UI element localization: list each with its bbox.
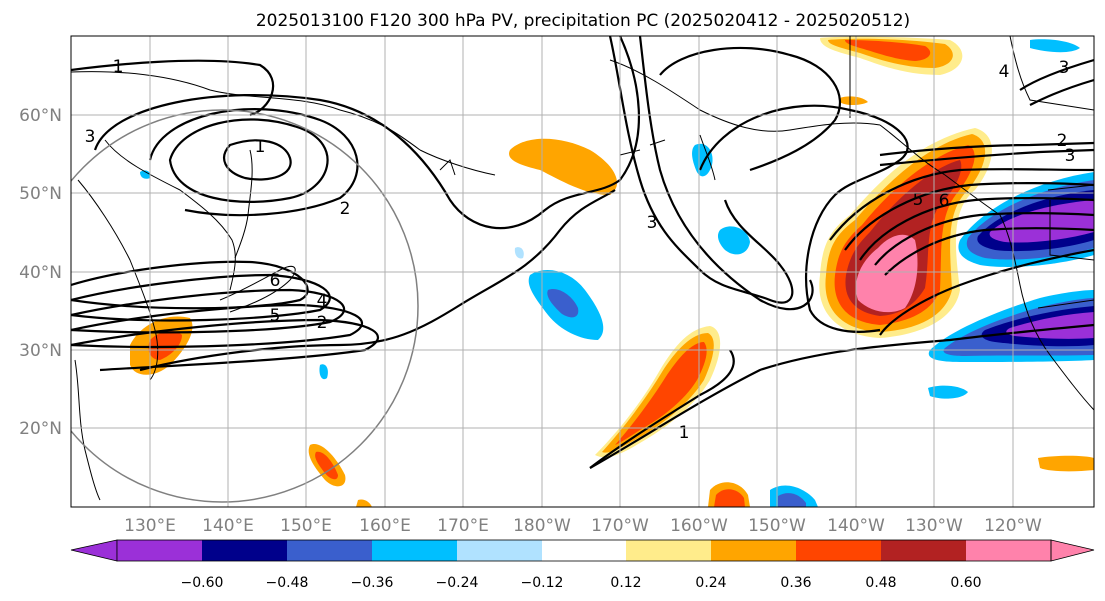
pv-contour-1-west [223, 139, 292, 181]
lon-label: 130°W [905, 516, 963, 536]
pv-contour-2-east [879, 141, 1094, 157]
lon-label: 160°E [359, 516, 411, 536]
colorbar-tick-label: 0.12 [610, 575, 641, 591]
colorbar-cell [966, 540, 1051, 561]
lon-label: 150°W [748, 516, 806, 536]
pv-contour-1-south [589, 323, 1094, 469]
longitude-labels: 130°E 140°E 150°E 160°E 170°E 180°W 170°… [124, 516, 1042, 536]
colorbar-tick-label: 0.60 [950, 575, 981, 591]
colorbar-tick-label: −0.12 [521, 575, 564, 591]
gridlines [71, 36, 1094, 507]
colorbar-tick-label: −0.24 [436, 575, 479, 591]
lon-label: 180°W [513, 516, 571, 536]
contour-label: 1 [255, 137, 266, 157]
map-area: 1 1 2 6 4 5 2 3 3 2 3 3 5 6 1 4 [71, 36, 1094, 507]
colorbar-cell [287, 540, 372, 561]
contour-label: 5 [270, 306, 281, 326]
contour-label: 3 [1059, 58, 1070, 78]
colorbar: −0.60 −0.48 −0.36 −0.24 −0.12 0.12 0.24 … [70, 539, 1095, 591]
contour-label: 1 [679, 423, 690, 443]
contour-label: 4 [317, 291, 328, 311]
contour-label: 1 [113, 57, 124, 77]
contour-label: 6 [939, 191, 950, 211]
lon-label: 140°E [202, 516, 254, 536]
contour-label: 3 [85, 127, 96, 147]
latitude-labels: 60°N 50°N 40°N 30°N 20°N [19, 106, 62, 439]
colorbar-tick-label: −0.48 [266, 575, 309, 591]
precip-shading [130, 36, 1094, 507]
lon-label: 140°W [827, 516, 885, 536]
colorbar-cell [542, 540, 626, 561]
lat-label: 40°N [19, 263, 62, 283]
colorbar-cell [457, 540, 542, 561]
lon-label: 120°W [984, 516, 1042, 536]
contour-label: 2 [1057, 131, 1068, 151]
colorbar-cell [70, 539, 118, 562]
colorbar-tick-label: 0.48 [865, 575, 896, 591]
colorbar-cell [626, 540, 711, 561]
lon-label: 130°E [124, 516, 176, 536]
lat-label: 60°N [19, 106, 62, 126]
lat-label: 20°N [19, 419, 62, 439]
lon-label: 170°W [591, 516, 649, 536]
lon-label: 150°E [280, 516, 332, 536]
colorbar-cell [372, 540, 457, 561]
colorbar-cell [796, 540, 881, 561]
colorbar-cell [881, 540, 966, 561]
pv-contour-2-west [168, 118, 329, 203]
map-frame [70, 35, 1095, 508]
colorbar-tick-label: 0.24 [695, 575, 726, 591]
contour-label: 5 [913, 190, 924, 210]
contour-label: 3 [647, 213, 658, 233]
colorbar-cell [202, 540, 287, 561]
lat-label: 50°N [19, 184, 62, 204]
figure-title: 2025013100 F120 300 hPa PV, precipitatio… [256, 11, 910, 31]
lat-label: 30°N [19, 341, 62, 361]
contour-label: 3 [1065, 146, 1076, 166]
region-circle [71, 109, 419, 503]
colorbar-tick-label: −0.60 [181, 575, 224, 591]
colorbar-tick-label: −0.36 [351, 575, 394, 591]
precip-positive-north-pacific [509, 138, 618, 195]
lon-label: 170°E [437, 516, 489, 536]
contour-label: 4 [999, 62, 1010, 82]
colorbar-tick-label: 0.36 [780, 575, 811, 591]
colorbar-cell [711, 540, 796, 561]
contour-label: 6 [270, 271, 281, 291]
pv-contour-labels: 1 1 2 6 4 5 2 3 3 2 3 3 5 6 1 4 [85, 57, 1076, 443]
colorbar-cell [117, 540, 202, 561]
contour-label: 2 [317, 313, 328, 333]
contour-label: 2 [340, 199, 351, 219]
colorbar-cell [1050, 539, 1095, 562]
lon-label: 160°W [670, 516, 728, 536]
